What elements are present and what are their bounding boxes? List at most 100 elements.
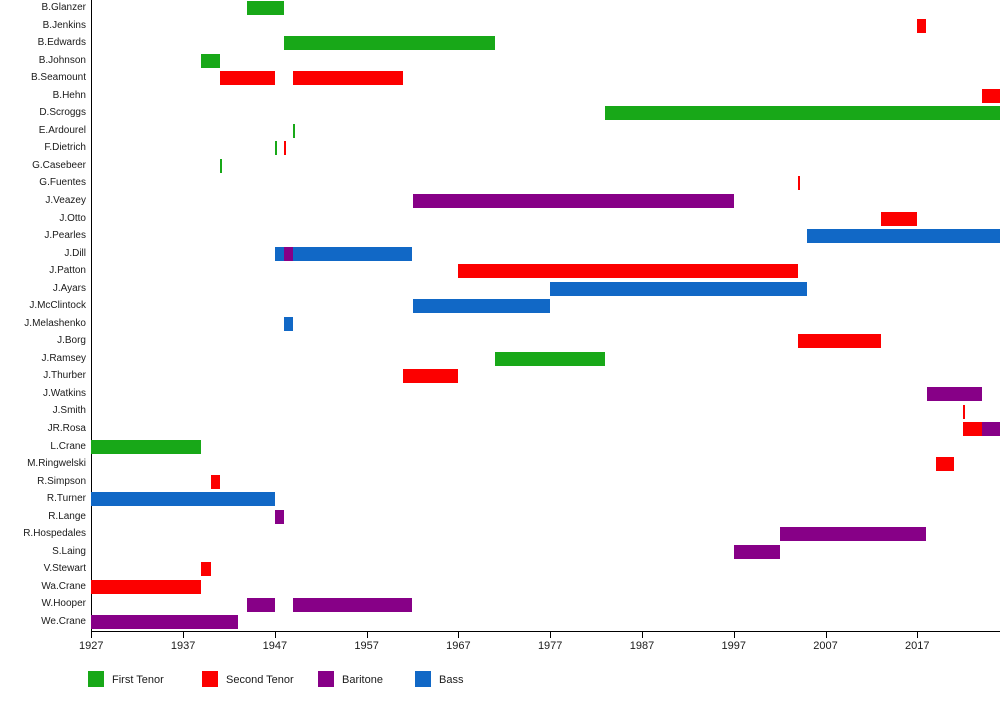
timeline-bar-first_tenor	[293, 123, 296, 138]
timeline-bar-bass	[550, 281, 808, 296]
x-axis-tick-label: 1957	[354, 640, 379, 652]
row-label: J.Ayars	[52, 282, 86, 294]
row-label: B.Edwards	[37, 37, 86, 49]
timeline-bar-baritone	[274, 509, 285, 524]
row-label: S.Laing	[52, 545, 86, 557]
row-label: D.Scroggs	[39, 107, 86, 119]
timeline-bar-baritone	[926, 386, 982, 401]
legend-swatch-bass	[415, 671, 431, 687]
timeline-bar-second_tenor	[201, 562, 211, 577]
row-label: J.Watkins	[43, 387, 86, 399]
row-label: R.Hospedales	[23, 528, 86, 540]
row-label: J.McClintock	[29, 300, 86, 312]
timeline-bar-second_tenor	[798, 176, 800, 191]
timeline-bar-first_tenor	[201, 53, 220, 68]
legend-label: Bass	[439, 674, 464, 686]
row-label: M.Ringwelski	[27, 458, 86, 470]
x-axis-tick	[550, 632, 552, 638]
timeline-bar-bass	[412, 299, 551, 314]
x-axis-tick	[733, 632, 735, 638]
row-label: We.Crane	[41, 616, 86, 627]
row-label: B.Glanzer	[41, 2, 86, 13]
legend-label: Second Tenor	[226, 674, 294, 686]
timeline-bar-baritone	[733, 544, 780, 559]
x-axis-tick	[274, 632, 276, 638]
y-axis-line	[91, 0, 92, 632]
timeline-bar-first_tenor	[284, 36, 496, 51]
row-label: R.Lange	[48, 510, 86, 522]
row-label: W.Hooper	[41, 598, 86, 610]
timeline-bar-second_tenor	[963, 422, 982, 436]
timeline-bar-second_tenor	[91, 579, 202, 594]
x-axis-tick	[458, 632, 460, 638]
row-label: J.Dill	[64, 247, 86, 259]
timeline-bar-baritone	[779, 527, 927, 542]
row-label: J.Melashenko	[24, 317, 86, 329]
row-label: Wa.Crane	[41, 580, 86, 592]
legend-swatch-baritone	[318, 671, 334, 687]
timeline-bar-second_tenor	[798, 334, 881, 349]
legend-label: Baritone	[342, 674, 383, 686]
timeline-bar-bass	[274, 246, 285, 261]
timeline-bar-first_tenor	[91, 439, 202, 454]
timeline-bar-second_tenor	[219, 71, 275, 86]
row-label: J.Otto	[59, 212, 86, 224]
timeline-bar-second_tenor	[284, 141, 286, 156]
timeline-bar-second_tenor	[880, 211, 918, 226]
timeline-bar-baritone	[284, 246, 294, 261]
timeline-bar-second_tenor	[458, 264, 798, 279]
row-label: G.Casebeer	[32, 159, 86, 171]
x-axis-tick	[825, 632, 827, 638]
x-axis-tick-label: 1987	[629, 640, 655, 652]
timeline-bar-bass	[807, 229, 1000, 244]
x-axis-tick	[642, 632, 643, 638]
row-label: J.Ramsey	[41, 352, 86, 364]
x-axis-tick	[183, 632, 185, 638]
row-label: V.Stewart	[43, 563, 86, 575]
timeline-bar-first_tenor	[219, 158, 222, 173]
row-label: J.Smith	[52, 405, 86, 417]
x-axis-tick-label: 2007	[813, 640, 838, 652]
timeline-bar-second_tenor	[403, 369, 459, 384]
row-label: F.Dietrich	[44, 142, 86, 154]
x-axis-tick	[91, 632, 93, 638]
timeline-bar-baritone	[247, 597, 275, 612]
timeline-bar-first_tenor	[605, 106, 1000, 121]
legend: First Tenor Second Tenor Baritone Bass	[0, 670, 1000, 694]
timeline-bar-second_tenor	[981, 88, 1000, 103]
legend-label: First Tenor	[112, 674, 164, 686]
row-label: J.Patton	[49, 265, 86, 277]
row-label: L.Crane	[50, 440, 86, 452]
timeline-bar-baritone	[981, 422, 1000, 436]
x-axis-tick	[366, 632, 368, 638]
timeline-bar-baritone	[412, 194, 734, 208]
timeline-bar-second_tenor	[963, 404, 966, 419]
row-label: J.Borg	[57, 335, 86, 347]
legend-swatch-first_tenor	[88, 671, 104, 687]
row-label: J.Pearles	[44, 230, 86, 242]
timeline-bar-second_tenor	[935, 457, 955, 472]
x-axis-tick-label: 1927	[79, 640, 104, 652]
row-label: E.Ardourel	[38, 124, 86, 136]
timeline-bar-baritone	[91, 615, 239, 629]
timeline-bar-first_tenor	[495, 351, 606, 366]
row-label: B.Seamount	[30, 72, 86, 84]
x-axis-tick-label: 1947	[262, 640, 288, 652]
timeline-bar-bass	[284, 316, 294, 331]
row-label: R.Turner	[46, 493, 86, 505]
timeline-bar-second_tenor	[917, 18, 927, 33]
x-axis-tick	[917, 632, 919, 638]
timeline-bar-second_tenor	[210, 474, 220, 489]
x-axis-tick-label: 1967	[446, 640, 471, 652]
row-label: B.Johnson	[38, 54, 86, 66]
timeline-bar-bass	[91, 492, 275, 507]
row-label: R.Simpson	[37, 475, 86, 487]
row-label: B.Jenkins	[42, 19, 86, 31]
row-label: B.Hehn	[52, 89, 86, 101]
row-label: J.Veazey	[45, 194, 86, 206]
timeline-bar-first_tenor	[274, 141, 277, 156]
legend-swatch-second_tenor	[202, 671, 218, 687]
timeline-bar-bass	[293, 246, 413, 261]
